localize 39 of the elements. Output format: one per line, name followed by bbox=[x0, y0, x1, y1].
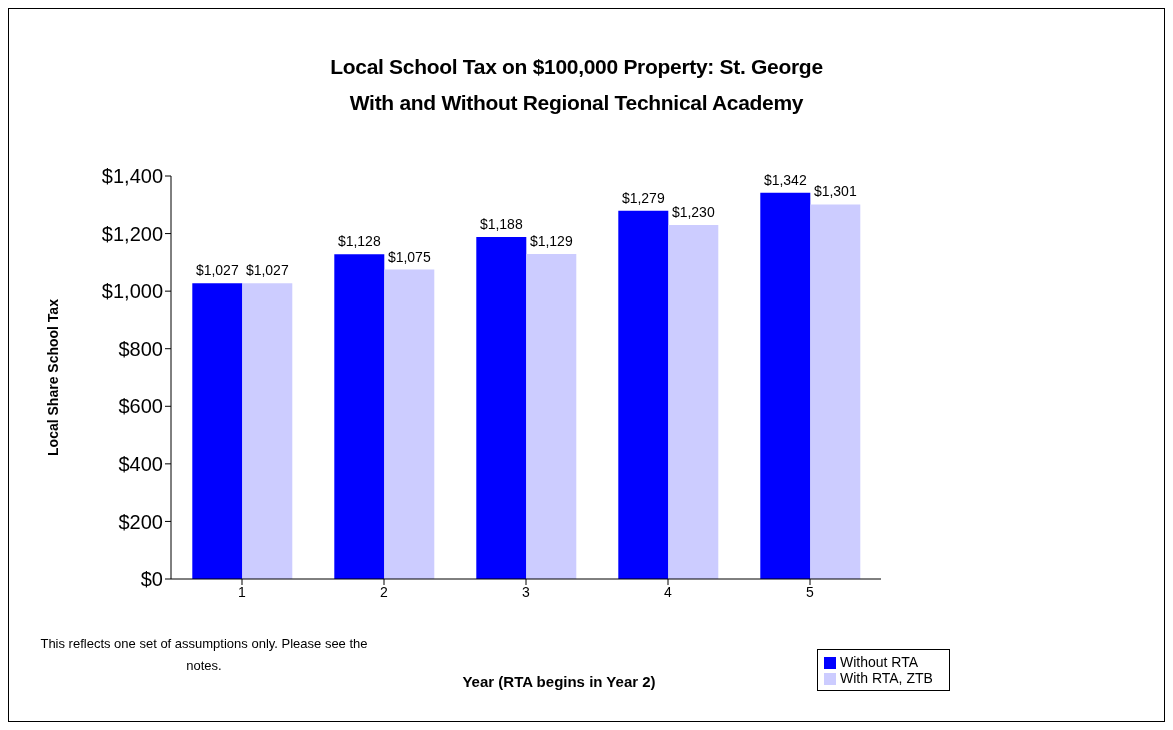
data-label: $1,188 bbox=[479, 216, 523, 233]
x-axis-title: Year (RTA begins in Year 2) bbox=[461, 673, 657, 690]
y-tick-label: $0 bbox=[140, 568, 163, 591]
x-tick-label: 1 bbox=[238, 583, 247, 600]
y-axis-title: Local Share School Tax bbox=[44, 298, 61, 456]
y-tick-label: $1,000 bbox=[101, 280, 163, 303]
chart-title: Local School Tax on $100,000 Property: St. George With and Without Regional Technical Academy bbox=[329, 54, 824, 116]
data-label: $1,128 bbox=[337, 233, 381, 250]
y-tick-label: $800 bbox=[118, 337, 163, 360]
data-label: $1,279 bbox=[621, 189, 665, 206]
data-label: $1,230 bbox=[671, 203, 715, 220]
bar bbox=[760, 192, 811, 579]
bar bbox=[384, 269, 435, 579]
bar bbox=[476, 237, 527, 579]
data-label: $1,075 bbox=[387, 248, 431, 265]
bar bbox=[668, 224, 719, 579]
data-label: $1,027 bbox=[245, 262, 289, 279]
x-tick-label: 3 bbox=[522, 583, 531, 600]
data-label: $1,129 bbox=[529, 233, 573, 250]
bar bbox=[618, 210, 669, 579]
y-tick-label: $200 bbox=[118, 510, 163, 533]
x-tick-label: 4 bbox=[664, 583, 673, 600]
text: This reflects one set of assumptions only. Please see the notes. bbox=[39, 635, 369, 675]
bar bbox=[810, 204, 861, 579]
bar bbox=[526, 254, 577, 579]
y-tick-label: $600 bbox=[118, 395, 163, 418]
x-tick-label: 5 bbox=[806, 583, 815, 600]
y-tick-label: $400 bbox=[118, 452, 163, 475]
data-label: $1,301 bbox=[813, 183, 857, 200]
bar bbox=[334, 254, 385, 579]
data-label: $1,027 bbox=[195, 262, 239, 279]
legend-label: Without RTA bbox=[840, 654, 919, 670]
bar bbox=[192, 283, 243, 579]
x-tick-label: 2 bbox=[380, 583, 389, 600]
y-tick-label: $1,200 bbox=[101, 222, 163, 245]
y-tick-label: $1,400 bbox=[101, 165, 163, 188]
legend-label: With RTA, ZTB bbox=[840, 670, 933, 686]
data-label: $1,342 bbox=[763, 171, 807, 188]
bar bbox=[242, 283, 293, 579]
